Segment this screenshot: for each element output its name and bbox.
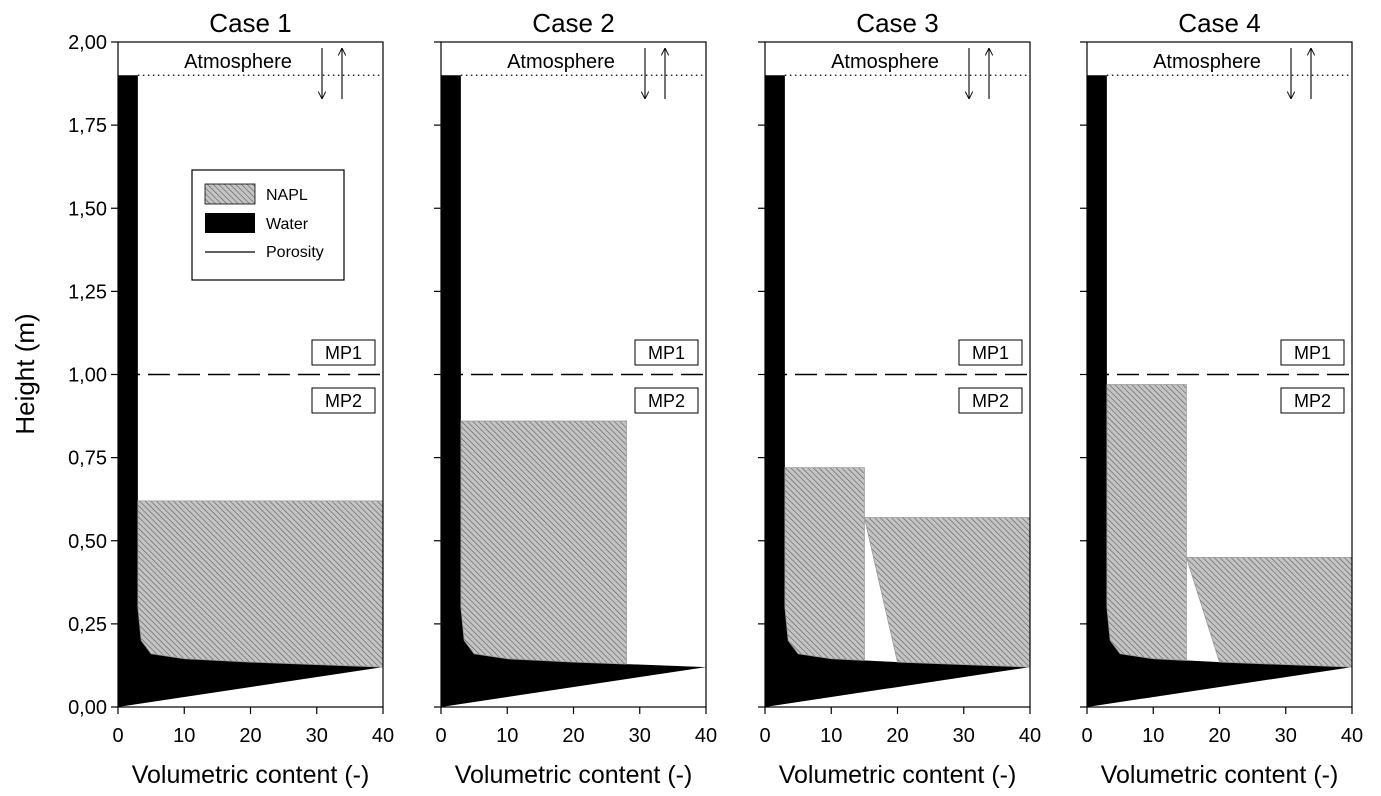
atmosphere-label: Atmosphere: [831, 51, 939, 73]
x-axis-label: Volumetric content (-): [1101, 761, 1339, 789]
mp2-label: MP2: [325, 391, 362, 411]
panel-title: Case 4: [1178, 8, 1260, 38]
mp1-label: MP1: [325, 343, 362, 363]
x-tick-label: 20: [239, 725, 261, 747]
x-tick-label: 10: [496, 725, 518, 747]
panel-case-2: 0 10 20 30 40 Case 2 Volumetric content (-) Atm…: [434, 8, 717, 789]
mp2-label: MP2: [1294, 391, 1331, 411]
x-tick-label: 30: [1275, 725, 1297, 747]
x-tick-label: 10: [1142, 725, 1164, 747]
y-tick-label: 0,00: [68, 697, 107, 719]
y-tick-label: 0,25: [68, 614, 107, 636]
y-tick-label: 1,50: [68, 198, 107, 220]
mp1-label: MP1: [1294, 343, 1331, 363]
mp2-box: [311, 387, 376, 414]
napl-area: [1106, 384, 1187, 661]
y-tick-label: 0,50: [68, 531, 107, 553]
legend-water-swatch: [205, 213, 255, 233]
panel-case-3: 0 10 20 30 40 Case 3 Volumetric content (-) Atm…: [758, 8, 1041, 789]
mp1-box: [634, 339, 699, 366]
y-axis-label: Height (m): [10, 313, 40, 434]
mp2-box: [958, 387, 1023, 414]
y-tick-label: 1,00: [68, 365, 107, 387]
panels-group: 0,00 0,25 0,50 0,75 1,00 1,25 1,50 1,75 2,00 0 10 2…: [68, 8, 1363, 789]
napl-area: [784, 467, 865, 661]
x-tick-label: 10: [173, 725, 195, 747]
x-tick-label: 40: [695, 725, 717, 747]
mp2-box: [634, 387, 699, 414]
atmosphere-label: Atmosphere: [507, 51, 615, 73]
x-tick-label: 20: [562, 725, 584, 747]
napl-area: [1185, 556, 1353, 668]
mp1-box: [311, 339, 376, 366]
napl-area: [137, 500, 384, 668]
panel-title: Case 3: [856, 8, 938, 38]
x-tick-label: 40: [1341, 725, 1363, 747]
legend-porosity-label: Porosity: [266, 244, 324, 261]
mp1-label: MP1: [972, 343, 1009, 363]
legend-napl-label: NAPL: [266, 187, 308, 204]
legend-water-label: Water: [266, 216, 309, 233]
x-tick-label: 0: [435, 725, 446, 747]
x-axis-label: Volumetric content (-): [455, 761, 693, 789]
mp2-box: [1280, 387, 1345, 414]
mp2-label: MP2: [648, 391, 685, 411]
x-tick-label: 20: [1208, 725, 1230, 747]
x-tick-label: 30: [629, 725, 651, 747]
napl-area: [460, 420, 627, 665]
mp1-box: [958, 339, 1023, 366]
y-tick-label: 0,75: [68, 448, 107, 470]
x-tick-label: 20: [886, 725, 908, 747]
mp1-label: MP1: [648, 343, 685, 363]
x-tick-label: 30: [306, 725, 328, 747]
y-tick-label: 1,75: [68, 115, 107, 137]
x-tick-label: 0: [1081, 725, 1092, 747]
x-axis-label: Volumetric content (-): [132, 761, 370, 789]
napl-area: [863, 517, 1031, 668]
panel-case-4: 0 10 20 30 40 Case 4 Volumetric content (-) Atm…: [1080, 8, 1363, 789]
legend-napl-swatch: [204, 183, 256, 205]
panel-title: Case 1: [209, 8, 291, 38]
legend: NAPL Water Porosity: [191, 169, 345, 281]
atmosphere-label: Atmosphere: [1153, 51, 1261, 73]
mp2-label: MP2: [972, 391, 1009, 411]
atmosphere-label: Atmosphere: [184, 51, 292, 73]
x-tick-label: 40: [372, 725, 394, 747]
y-tick-label: 1,25: [68, 281, 107, 303]
x-tick-label: 40: [1019, 725, 1041, 747]
x-tick-label: 0: [759, 725, 770, 747]
x-axis-label: Volumetric content (-): [779, 761, 1017, 789]
panel-case-1: 0,00 0,25 0,50 0,75 1,00 1,25 1,50 1,75 2,00 0 10 2…: [68, 8, 394, 789]
x-tick-label: 30: [953, 725, 975, 747]
x-tick-label: 0: [112, 725, 123, 747]
panel-title: Case 2: [532, 8, 614, 38]
y-tick-label: 2,00: [68, 32, 107, 54]
x-tick-label: 10: [820, 725, 842, 747]
mp1-box: [1280, 339, 1345, 366]
